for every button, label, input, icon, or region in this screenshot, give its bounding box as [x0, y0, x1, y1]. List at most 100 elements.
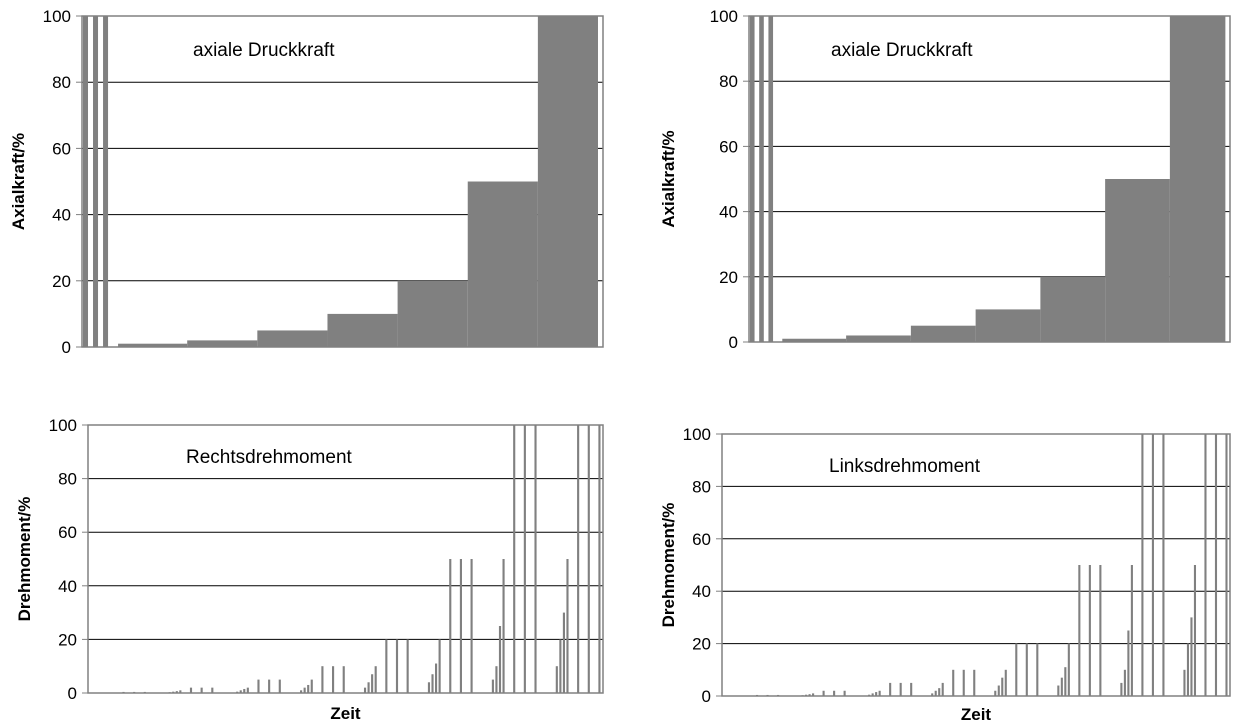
- bar: [459, 559, 462, 693]
- bar: [534, 425, 537, 693]
- bar: [431, 674, 434, 693]
- bar: [759, 16, 764, 342]
- bar: [875, 692, 878, 696]
- bar: [1120, 682, 1123, 696]
- bar: [200, 687, 203, 693]
- chart-top-left: 0 20 40 60 80 100 axiale Druckkraft Axialkraft/…: [9, 7, 604, 357]
- bar: [768, 16, 774, 342]
- bar: [1036, 643, 1039, 696]
- bar: [1183, 669, 1186, 696]
- series-annotation: axiale Druckkraft: [193, 40, 335, 61]
- bar: [782, 338, 847, 342]
- bar: [278, 679, 281, 693]
- bar: [1169, 16, 1226, 342]
- series-annotation: Linksdrehmoment: [829, 456, 981, 477]
- y-tick-label: 100: [710, 7, 738, 26]
- chart-top-right: 0 20 40 60 80 100 axiale Druckkraft Axialkraft/…: [659, 7, 1231, 352]
- bar: [975, 309, 1041, 342]
- bar: [878, 690, 881, 696]
- bar: [103, 16, 109, 347]
- bar: [941, 682, 944, 696]
- chart-bottom-left: 0 20 40 60 80 100 Rechtsdrehmoment Drehmoment/%…: [15, 416, 604, 722]
- bar: [1186, 643, 1190, 696]
- bar: [342, 666, 345, 693]
- bar: [427, 682, 431, 693]
- bar: [962, 669, 965, 696]
- bar: [327, 313, 398, 347]
- y-tick-label: 0: [729, 333, 738, 352]
- bar: [438, 639, 441, 693]
- bar: [1130, 565, 1133, 696]
- bar: [1004, 669, 1007, 696]
- y-tick-label: 60: [52, 139, 71, 158]
- bar: [1214, 434, 1218, 696]
- bar: [243, 688, 246, 693]
- bar: [1088, 565, 1091, 696]
- y-tick-label: 20: [52, 272, 71, 291]
- bar: [300, 690, 303, 693]
- y-tick-label: 60: [58, 523, 77, 542]
- bar: [899, 682, 902, 696]
- bar: [1015, 643, 1018, 696]
- bar: [310, 679, 313, 693]
- chart-bottom-right: 0 20 40 60 80 100 Linksdrehmoment Drehmoment/% Z…: [659, 425, 1231, 722]
- bar: [587, 425, 590, 693]
- bar: [498, 626, 502, 693]
- bar: [1141, 434, 1144, 696]
- bar: [562, 612, 565, 693]
- bar: [973, 669, 976, 696]
- series-annotation: Rechtsdrehmoment: [186, 447, 353, 468]
- bar: [491, 679, 494, 693]
- bar: [189, 687, 193, 693]
- bar: [1204, 434, 1207, 696]
- bar: [211, 687, 214, 693]
- bar: [577, 425, 580, 693]
- bar: [1127, 630, 1130, 696]
- plot-area-border: [81, 15, 604, 348]
- y-tick-label: 0: [68, 684, 77, 703]
- y-tick-label: 40: [692, 582, 711, 601]
- bar: [931, 693, 934, 696]
- bar: [934, 690, 937, 696]
- bar: [566, 559, 569, 693]
- bar: [1123, 669, 1126, 696]
- bar: [812, 693, 815, 696]
- bar: [833, 690, 836, 696]
- bar: [846, 335, 911, 342]
- bar: [83, 16, 89, 347]
- bar: [952, 669, 955, 696]
- bar: [1099, 565, 1102, 696]
- y-axis-label: Drehmoment/%: [659, 503, 678, 628]
- bar: [470, 559, 473, 693]
- bar: [385, 639, 388, 693]
- bar: [889, 682, 892, 696]
- y-tick-label: 20: [719, 268, 738, 287]
- y-tick-label: 0: [62, 338, 71, 357]
- bar: [1151, 434, 1154, 696]
- bar: [822, 690, 825, 696]
- bar: [997, 685, 1000, 696]
- bar: [1001, 677, 1004, 696]
- y-tick-label: 80: [719, 72, 738, 91]
- bar: [1190, 617, 1193, 696]
- bar: [559, 639, 562, 693]
- bar: [175, 691, 178, 693]
- plot-area-border: [721, 433, 1231, 697]
- bar: [374, 666, 377, 693]
- bar: [307, 684, 310, 693]
- y-tick-label: 80: [692, 477, 711, 496]
- y-tick-label: 40: [52, 206, 71, 225]
- bar: [1078, 565, 1081, 696]
- y-axis-label: Drehmoment/%: [15, 497, 34, 622]
- bar: [555, 666, 558, 693]
- y-tick-label: 40: [719, 203, 738, 222]
- bar: [179, 690, 182, 693]
- bar: [910, 682, 913, 696]
- bar: [268, 679, 271, 693]
- y-tick-label: 100: [683, 425, 711, 444]
- y-tick-label: 100: [49, 416, 77, 435]
- bar: [1064, 667, 1067, 696]
- bar: [495, 666, 498, 693]
- y-tick-label: 20: [692, 635, 711, 654]
